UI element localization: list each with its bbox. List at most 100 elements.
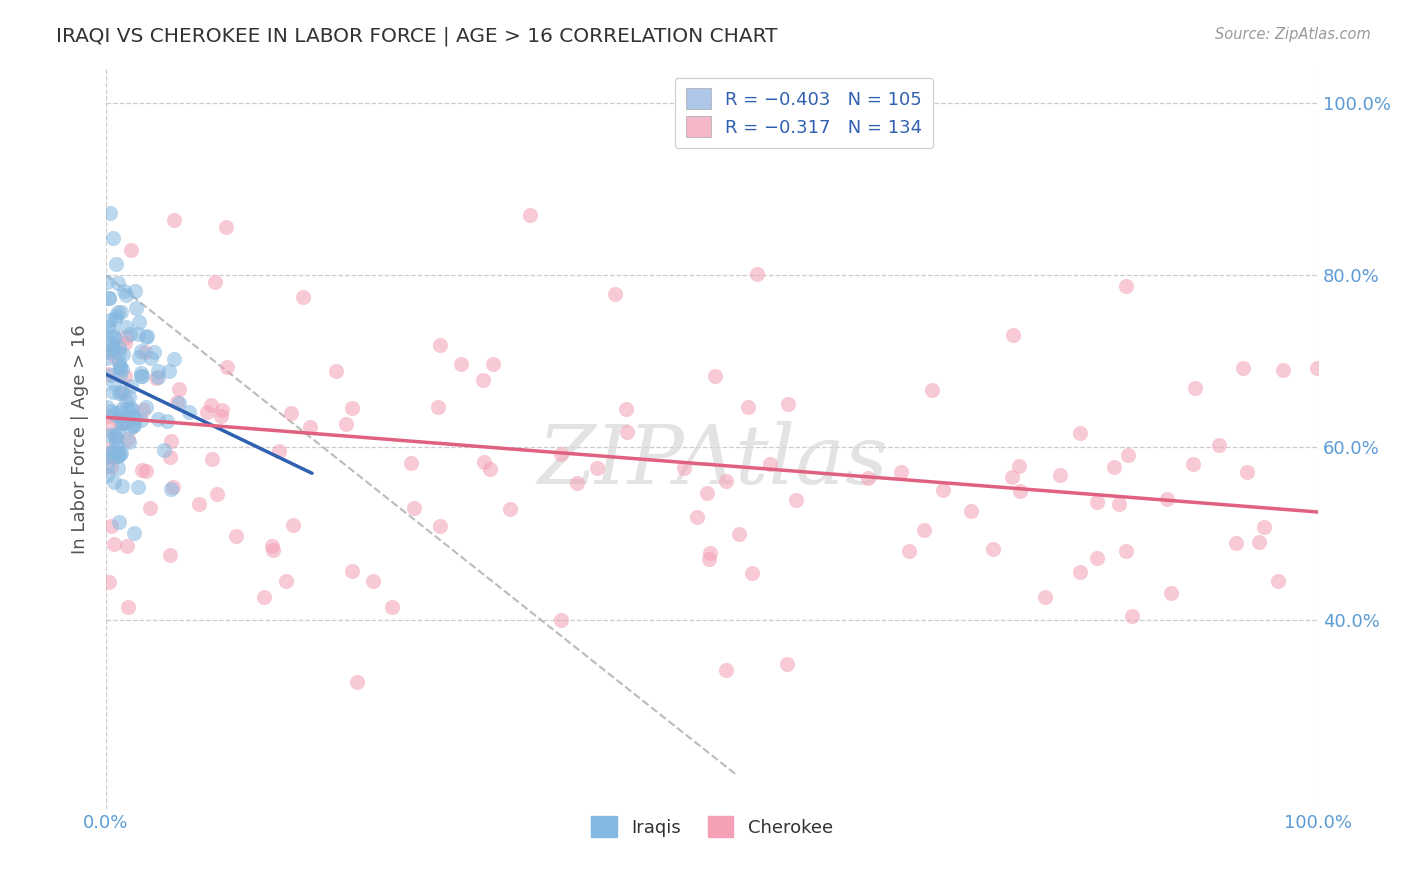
Point xyxy=(269,444,291,458)
Point xyxy=(117,432,139,446)
Point xyxy=(292,290,315,304)
Point xyxy=(1115,279,1137,293)
Point xyxy=(122,525,145,540)
Point xyxy=(111,416,134,430)
Legend: Iraqis, Cherokee: Iraqis, Cherokee xyxy=(583,809,839,845)
Point xyxy=(108,340,131,354)
Point xyxy=(101,384,124,399)
Point xyxy=(340,564,363,578)
Point xyxy=(115,319,138,334)
Point xyxy=(120,243,142,257)
Point xyxy=(399,456,422,470)
Point xyxy=(1069,425,1091,440)
Point xyxy=(1001,470,1024,484)
Point xyxy=(117,540,139,554)
Point xyxy=(204,275,226,289)
Point xyxy=(1160,585,1182,599)
Point xyxy=(100,336,122,351)
Point xyxy=(381,599,404,614)
Point xyxy=(499,502,522,516)
Point xyxy=(98,291,121,305)
Point xyxy=(167,395,190,409)
Point xyxy=(105,257,128,271)
Point xyxy=(253,591,276,605)
Point xyxy=(105,446,128,460)
Point xyxy=(1085,495,1108,509)
Point xyxy=(98,291,121,305)
Point xyxy=(281,517,304,532)
Point xyxy=(97,419,120,434)
Point xyxy=(472,455,495,469)
Point xyxy=(567,475,589,490)
Point xyxy=(101,450,124,464)
Point xyxy=(211,403,233,417)
Point xyxy=(101,343,124,358)
Point xyxy=(209,409,232,423)
Point xyxy=(145,370,167,384)
Point xyxy=(129,369,152,384)
Point xyxy=(96,345,118,359)
Point xyxy=(127,327,149,342)
Point xyxy=(103,342,125,356)
Point xyxy=(1008,459,1031,474)
Point xyxy=(299,419,322,434)
Point xyxy=(200,398,222,412)
Point xyxy=(195,405,218,419)
Point xyxy=(107,305,129,319)
Point xyxy=(103,428,125,442)
Point xyxy=(699,546,721,560)
Point xyxy=(159,450,181,464)
Point xyxy=(932,483,955,497)
Point xyxy=(135,330,157,344)
Point xyxy=(104,436,127,450)
Point xyxy=(785,492,807,507)
Point xyxy=(1085,550,1108,565)
Point xyxy=(1182,457,1205,471)
Point xyxy=(100,459,122,474)
Point xyxy=(1225,535,1247,549)
Point xyxy=(103,475,125,490)
Point xyxy=(96,351,118,366)
Y-axis label: In Labor Force | Age > 16: In Labor Force | Age > 16 xyxy=(72,324,89,554)
Point xyxy=(107,425,129,440)
Point xyxy=(673,461,696,475)
Point xyxy=(479,462,502,476)
Point xyxy=(262,543,284,558)
Point xyxy=(122,418,145,433)
Point xyxy=(97,320,120,334)
Point xyxy=(117,600,139,615)
Point xyxy=(114,336,136,351)
Point xyxy=(111,479,134,493)
Point xyxy=(361,574,384,589)
Point xyxy=(108,447,131,461)
Point xyxy=(1232,361,1254,376)
Point xyxy=(96,468,118,483)
Point xyxy=(108,515,131,529)
Point xyxy=(100,325,122,339)
Point xyxy=(135,464,157,478)
Point xyxy=(142,345,165,359)
Point xyxy=(108,359,131,374)
Point xyxy=(586,461,609,475)
Point xyxy=(402,501,425,516)
Point xyxy=(427,400,450,414)
Point xyxy=(114,415,136,429)
Point xyxy=(97,367,120,381)
Point xyxy=(1272,362,1295,376)
Point xyxy=(96,400,118,414)
Point xyxy=(104,312,127,326)
Point xyxy=(141,351,163,366)
Point xyxy=(134,344,156,359)
Point xyxy=(107,277,129,291)
Point xyxy=(741,566,763,580)
Point xyxy=(897,544,920,558)
Point xyxy=(107,449,129,463)
Point xyxy=(131,463,153,477)
Text: Source: ZipAtlas.com: Source: ZipAtlas.com xyxy=(1215,27,1371,42)
Point xyxy=(115,393,138,408)
Point xyxy=(157,364,180,378)
Point xyxy=(128,315,150,329)
Point xyxy=(429,519,451,533)
Point xyxy=(108,359,131,374)
Point xyxy=(135,400,157,414)
